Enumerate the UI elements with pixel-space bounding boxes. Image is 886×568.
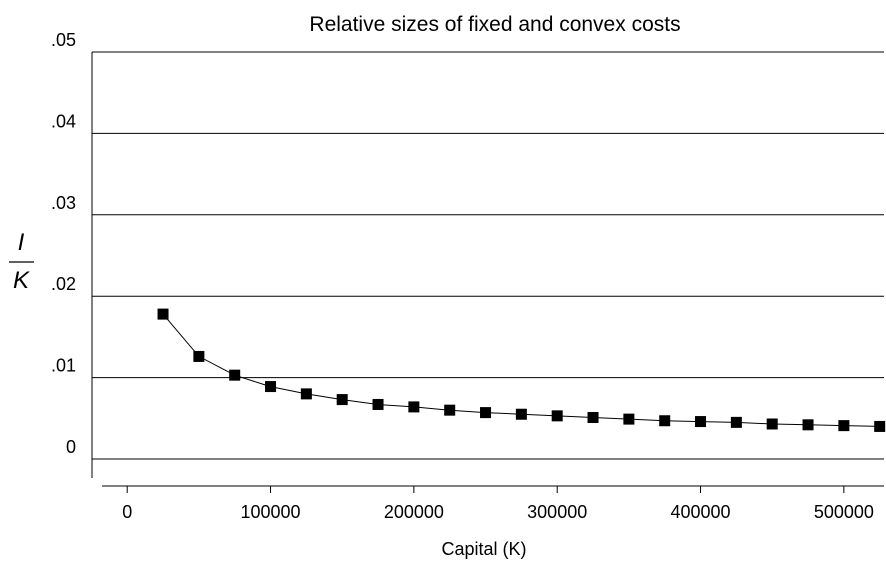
x-tick-label: 0 <box>122 502 132 522</box>
y-tick-label: .04 <box>51 111 76 131</box>
data-point-marker <box>695 416 707 428</box>
x-tick-label: 400000 <box>670 502 730 522</box>
data-point-marker <box>229 369 241 381</box>
x-tick-label: 300000 <box>527 502 587 522</box>
x-tick-label: 100000 <box>240 502 300 522</box>
x-axis-title: Capital (K) <box>441 539 526 559</box>
data-point-marker <box>336 394 348 406</box>
chart-title: Relative sizes of fixed and convex costs <box>309 13 680 36</box>
data-point-marker <box>408 401 420 413</box>
y-tick-label: 0 <box>66 437 76 457</box>
data-point-marker <box>659 415 671 427</box>
data-point-marker <box>265 381 277 393</box>
x-tick-label: 500000 <box>814 502 874 522</box>
data-point-marker <box>874 420 886 432</box>
data-point-marker <box>157 308 169 320</box>
y-axis-title-numerator: I <box>18 229 25 256</box>
series-markers <box>157 308 886 432</box>
data-point-marker <box>587 411 599 423</box>
data-point-marker <box>551 410 563 422</box>
y-tick-label: .03 <box>51 193 76 213</box>
data-point-marker <box>444 404 456 416</box>
data-point-marker <box>623 413 635 425</box>
y-axis-title-denominator: K <box>13 267 30 294</box>
data-point-marker <box>193 350 205 362</box>
data-point-marker <box>730 416 742 428</box>
data-point-marker <box>802 419 814 431</box>
y-axis-title: I K <box>9 229 34 294</box>
data-point-marker <box>766 418 778 430</box>
y-tick-label: .02 <box>51 274 76 294</box>
y-tick-label: .01 <box>51 356 76 376</box>
data-point-marker <box>372 398 384 410</box>
data-point-marker <box>480 407 492 419</box>
data-point-marker <box>300 388 312 400</box>
y-axis-ticks: 0 .01 .02 .03 .04 .05 <box>51 30 76 457</box>
grid-lines <box>92 51 884 460</box>
data-point-marker <box>838 420 850 432</box>
y-tick-label: .05 <box>51 30 76 50</box>
x-tick-label: 200000 <box>384 502 444 522</box>
x-axis-ticks: 0 100000 200000 300000 400000 500000 <box>122 486 874 522</box>
data-point-marker <box>515 408 527 420</box>
